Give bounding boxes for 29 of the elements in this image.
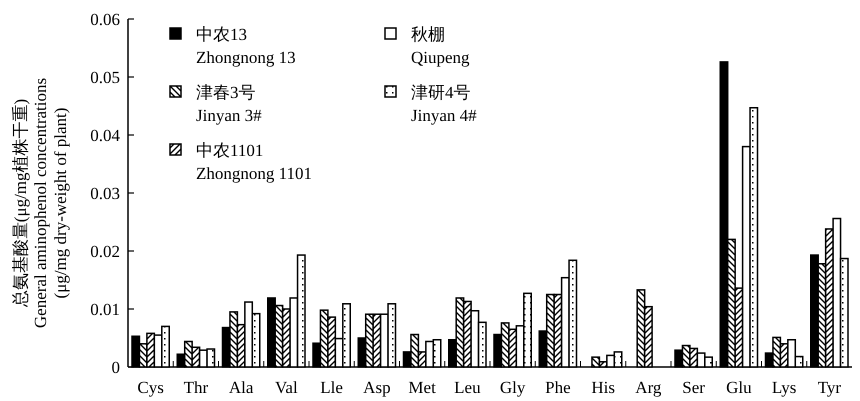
legend-label: 津春3号 Jinyan 3#: [196, 83, 262, 125]
x-tick-label: Ala: [228, 378, 254, 397]
y-tick-label: 0.03: [90, 184, 120, 203]
x-tick-label: Met: [408, 378, 436, 397]
legend-label: 津研4号 Jinyan 4#: [411, 83, 478, 125]
x-tick-label: Gly: [500, 378, 526, 397]
y-axis-title: 总氨基酸量(μg/mg植株干重) General aminophenol concentrations (μg/mg dry-weight of plant): [10, 78, 70, 328]
x-tick-label: Tyr: [818, 378, 842, 397]
x-tick-label: Asp: [363, 378, 391, 397]
y-tick-label: 0.01: [90, 300, 120, 319]
y-tick-label: 0.06: [90, 10, 120, 29]
x-tick-label: Phe: [545, 378, 571, 397]
x-tick-label: Val: [275, 378, 298, 397]
x-tick-label: Cys: [137, 378, 164, 397]
y-tick-label: 0.02: [90, 242, 120, 261]
y-tick-label: 0.05: [90, 68, 120, 87]
y-tick-label: 0: [112, 358, 120, 377]
legend-label: 秋棚 Qiupeng: [411, 25, 470, 67]
x-tick-label: Leu: [454, 378, 482, 397]
x-tick-label: Ser: [682, 378, 706, 397]
x-tick-label: Lle: [320, 378, 343, 397]
x-tick-label: Glu: [726, 378, 752, 397]
legend-label: 中农13 Zhongnong 13: [196, 25, 296, 67]
x-tick-label: Lys: [772, 378, 796, 397]
x-tick-label: Thr: [184, 378, 208, 397]
x-tick-label: Arg: [635, 378, 662, 397]
y-tick-label: 0.04: [90, 126, 120, 145]
x-tick-label: His: [591, 378, 615, 397]
legend-label: 中农1101 Zhongnong 1101: [196, 141, 312, 183]
